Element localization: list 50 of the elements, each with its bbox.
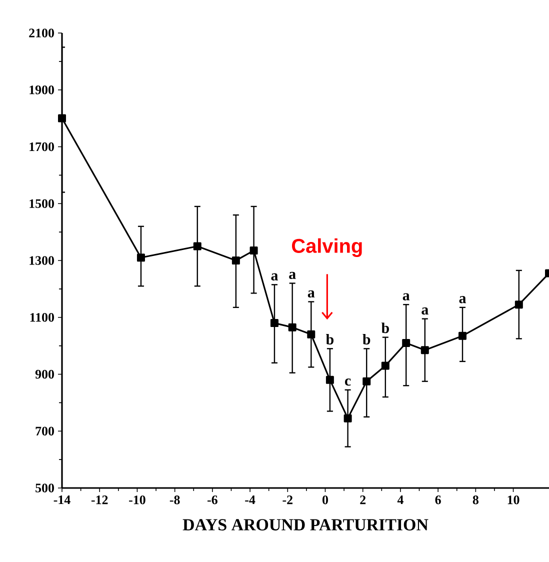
y-tick-label: 2100 [29, 28, 54, 38]
y-tick-label: 1700 [30, 142, 54, 152]
annotation: Calving [292, 238, 362, 257]
x-tick-label: 6 [435, 496, 441, 504]
point [136, 254, 145, 262]
x-tick-label: 0 [322, 496, 328, 504]
x-tick-label: -4 [245, 496, 256, 504]
annotation: a [422, 307, 428, 315]
annotation: a [271, 273, 278, 280]
point [381, 362, 390, 370]
annotation: b [362, 334, 370, 344]
point [58, 114, 66, 122]
annotation: a [459, 296, 466, 304]
annotation: a [308, 290, 315, 298]
point [362, 377, 371, 386]
point [270, 319, 278, 328]
y-tick-label: 500 [36, 484, 54, 492]
point [402, 338, 410, 347]
x-tick-label: 10 [508, 496, 520, 504]
point [344, 414, 352, 422]
annotation: c [345, 378, 351, 386]
x-tick-label: -10 [129, 496, 146, 504]
y-tick-label: 1900 [30, 86, 54, 94]
point [288, 323, 296, 332]
y-tick-label: 900 [35, 370, 54, 379]
x-axis-title: DAYS AROUND PARTURITION [182, 519, 428, 530]
y-tick-label: 1500 [30, 199, 54, 208]
point [458, 332, 467, 340]
x-tick-label: 4 [397, 496, 404, 504]
point [307, 330, 316, 338]
annotation: a [289, 272, 296, 280]
y-tick-label: 1100 [30, 313, 54, 322]
x-tick-label: -12 [91, 496, 108, 504]
x-tick-label: -6 [208, 496, 218, 504]
point [420, 346, 429, 354]
annotation: b [326, 334, 334, 344]
point [193, 242, 202, 250]
x-tick-label: -8 [170, 496, 180, 504]
x-tick-label: 2 [360, 496, 366, 504]
annotation: a [402, 293, 410, 300]
annotation: b [381, 322, 389, 334]
x-tick-label: 8 [472, 496, 478, 504]
x-tick-label: -14 [54, 496, 70, 504]
x-tick-label: -2 [282, 496, 292, 504]
point [232, 256, 240, 264]
y-tick-label: 1300 [30, 256, 54, 265]
point [514, 300, 523, 309]
point [326, 376, 334, 384]
point [250, 246, 258, 255]
y-tick-label: 700 [36, 426, 54, 436]
